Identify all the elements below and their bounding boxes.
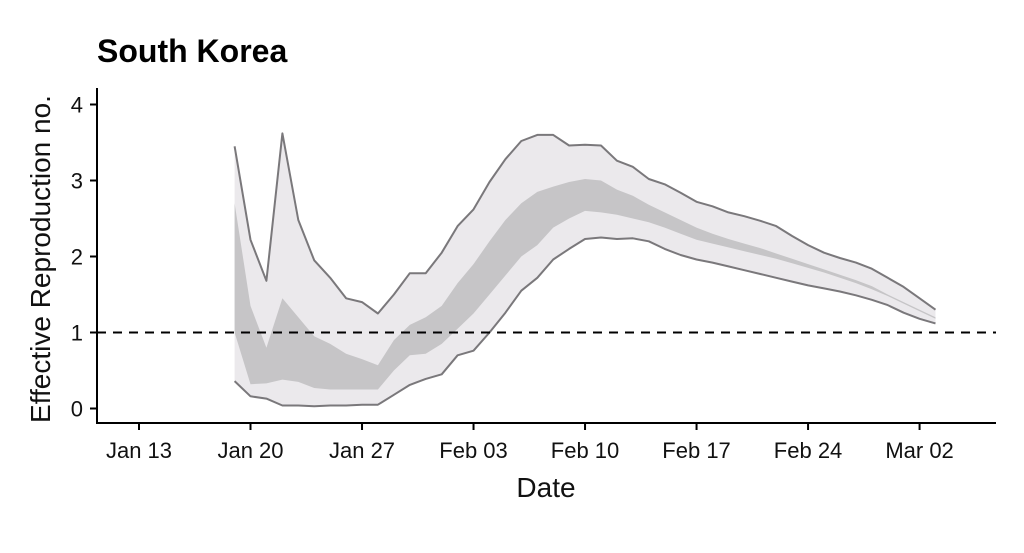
y-ticks: 0 1 2 3 4 bbox=[71, 93, 97, 422]
x-tick-label: Feb 17 bbox=[662, 438, 731, 463]
x-tick-label: Feb 10 bbox=[551, 438, 620, 463]
y-tick-label: 1 bbox=[71, 321, 83, 346]
x-tick-label: Feb 03 bbox=[439, 438, 508, 463]
outer-band-upper-line bbox=[233, 132, 937, 315]
x-tick-label: Jan 13 bbox=[106, 438, 172, 463]
y-tick-label: 4 bbox=[71, 93, 83, 118]
y-axis-title: Effective Reproduction no. bbox=[25, 95, 56, 423]
x-tick-label: Jan 20 bbox=[217, 438, 283, 463]
outer-band-lower-line bbox=[233, 236, 936, 408]
x-tick-label: Feb 24 bbox=[774, 438, 843, 463]
x-ticks: Jan 13 Jan 20 Jan 27 Feb 03 Feb 10 Feb 17 Feb … bbox=[106, 423, 954, 463]
y-tick-label: 3 bbox=[71, 169, 83, 194]
chart-title: South Korea bbox=[97, 33, 287, 69]
y-tick-label: 0 bbox=[71, 397, 83, 422]
y-tick-label: 2 bbox=[71, 245, 83, 270]
bands-layer bbox=[233, 132, 937, 408]
x-tick-label: Mar 02 bbox=[885, 438, 953, 463]
x-tick-label: Jan 27 bbox=[329, 438, 395, 463]
x-axis-title: Date bbox=[516, 472, 575, 503]
inner-interval-band bbox=[234, 179, 936, 390]
